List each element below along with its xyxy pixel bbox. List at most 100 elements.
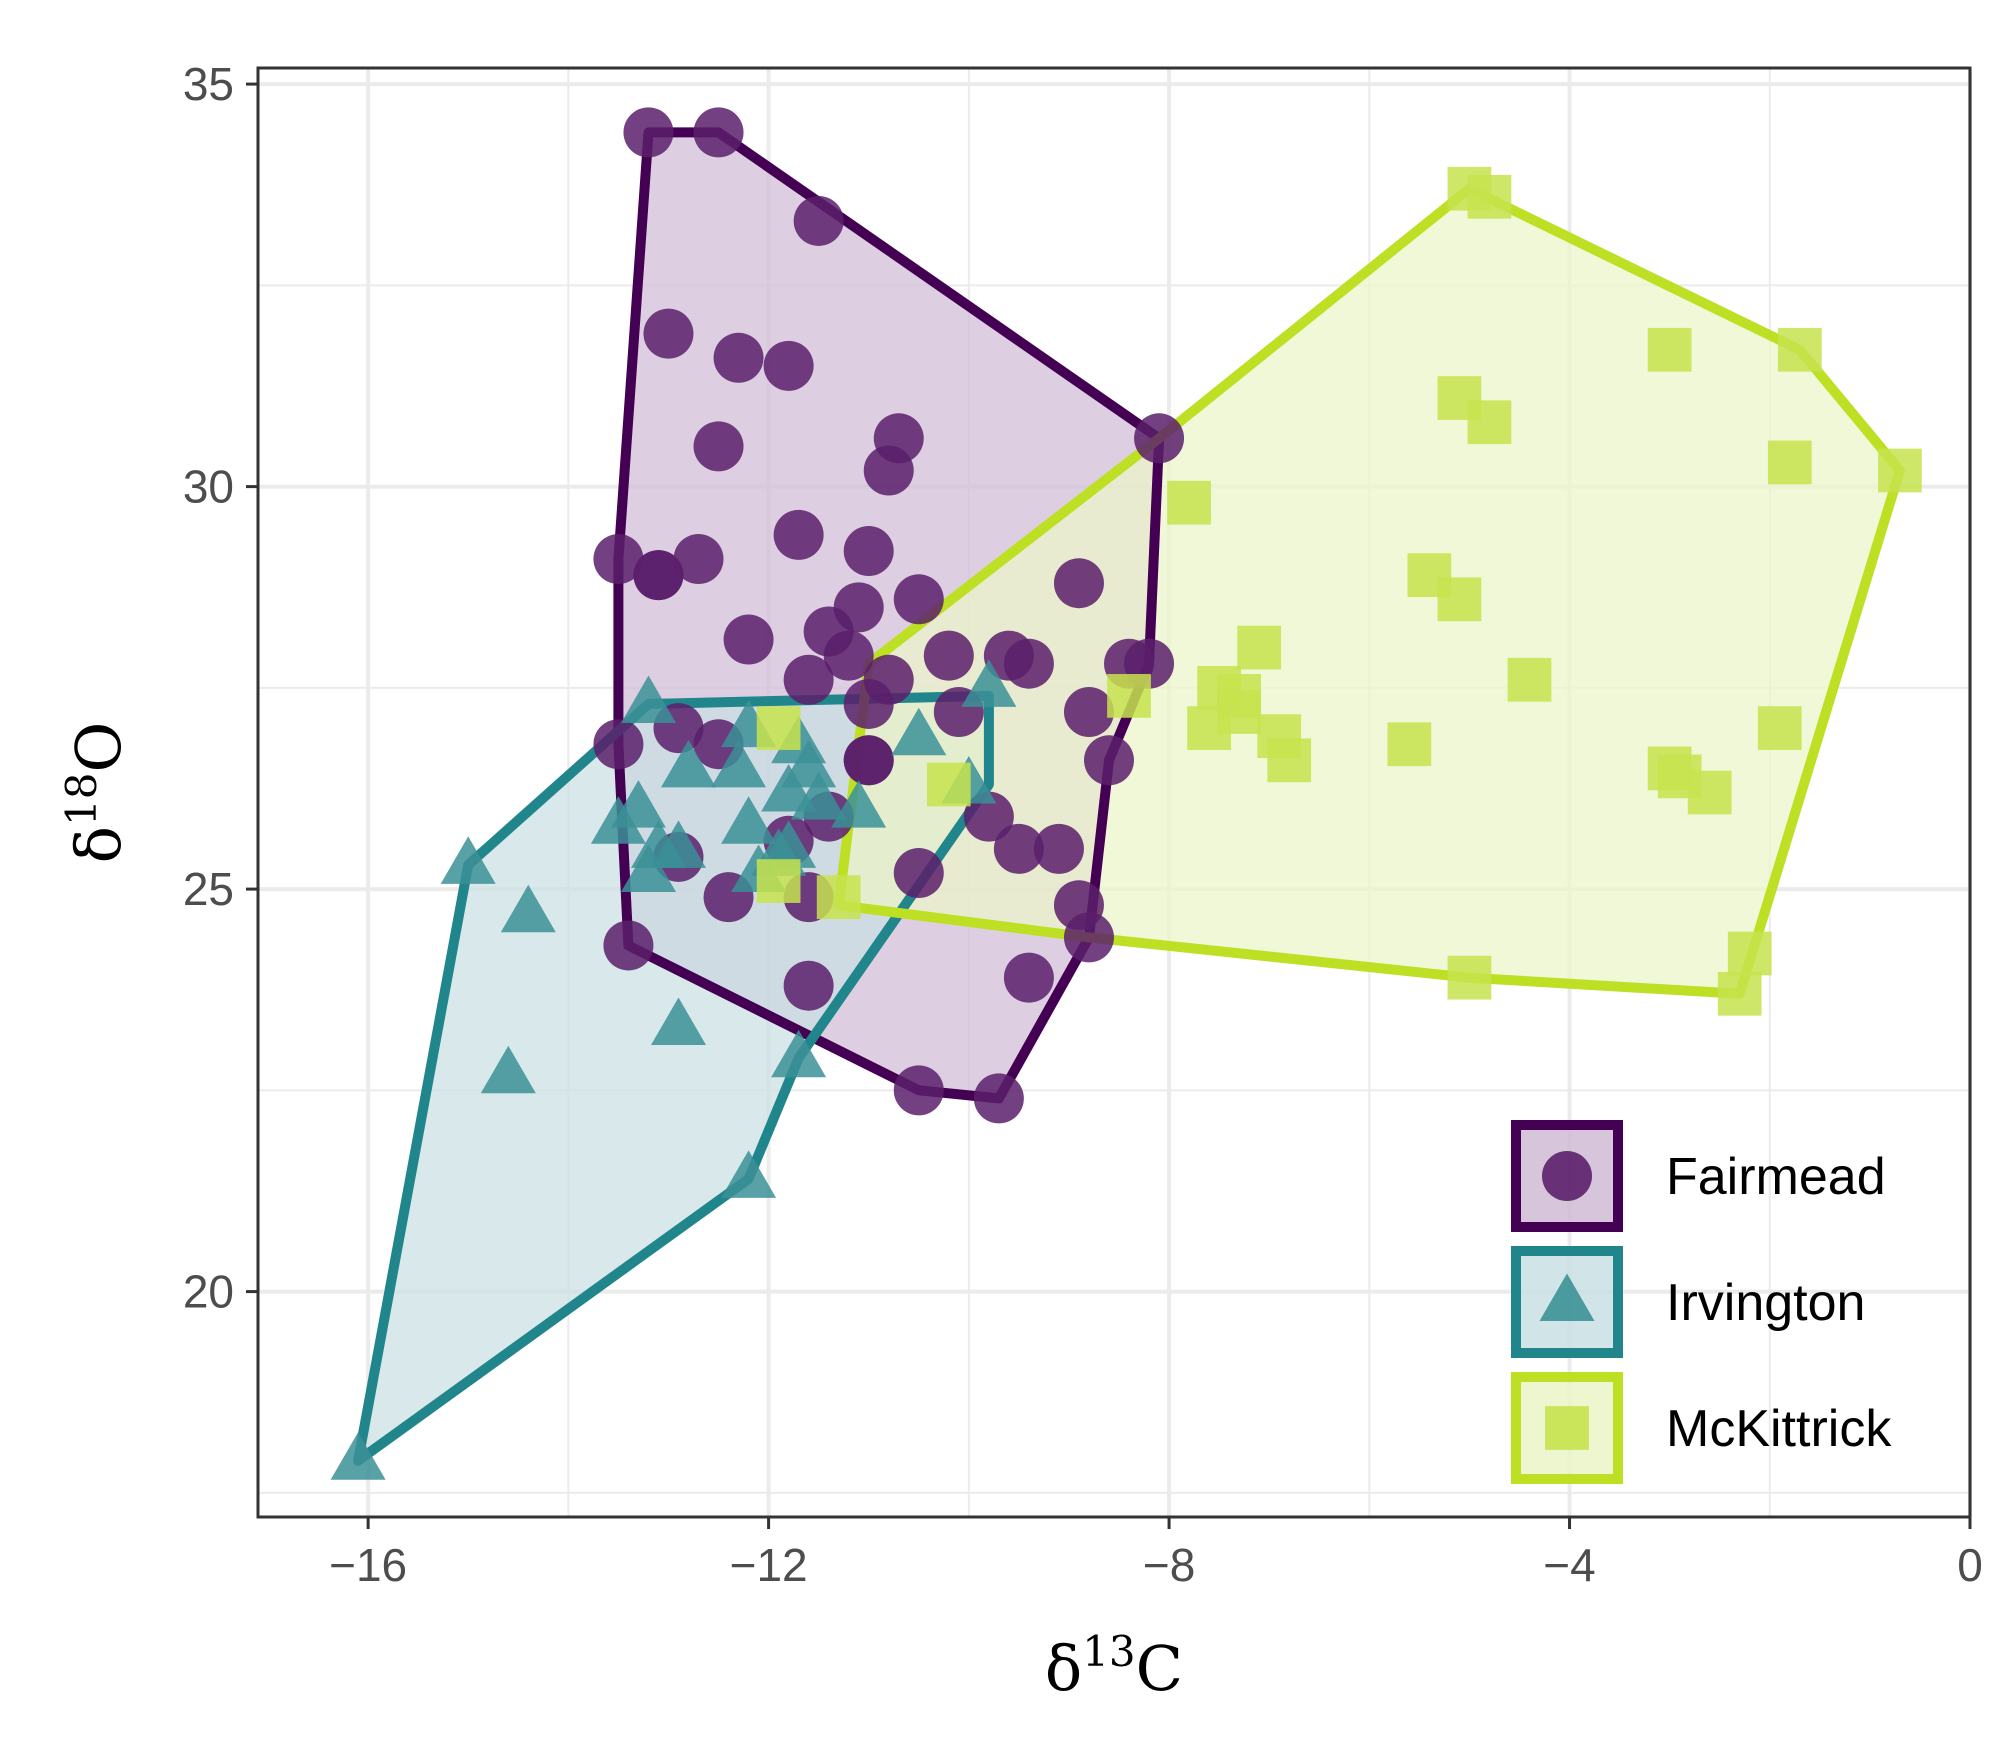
data-point-irvington [781, 739, 837, 788]
data-point-fairmead [993, 823, 1044, 874]
data-point-fairmead [893, 574, 944, 625]
y-axis-title-suffix: O [62, 722, 135, 773]
data-point-fairmead [963, 791, 1014, 842]
data-point-fairmead [693, 421, 744, 472]
y-tick-label: 25 [183, 863, 234, 915]
data-point-fairmead [783, 960, 834, 1011]
data-point-mckittrick [1647, 327, 1692, 372]
hull-outline-irvington [353, 690, 994, 1466]
legend-marker-fairmead [1542, 1151, 1592, 1201]
x-axis-ticks: −16 −12 −8 −4 0 [329, 1517, 1983, 1591]
data-point-irvington [661, 739, 716, 788]
data-point-fairmead [893, 848, 944, 898]
y-axis-title: δ18O [57, 722, 135, 864]
data-points [330, 107, 1922, 1480]
data-point-irvington [961, 659, 1017, 707]
data-point-fairmead [1003, 638, 1054, 689]
legend: Fairmead Irvington McKittrick [1511, 1120, 1892, 1484]
data-point-mckittrick [1167, 480, 1211, 525]
data-point-mckittrick [756, 859, 801, 903]
data-point-irvington [480, 1045, 536, 1094]
x-tick-label: −12 [730, 1539, 808, 1591]
data-point-fairmead [713, 332, 764, 383]
data-point-mckittrick [1878, 448, 1922, 493]
y-axis-title-superscript: 18 [57, 773, 106, 826]
y-tick-label: 20 [183, 1266, 234, 1318]
data-point-fairmead [893, 1065, 944, 1116]
x-axis-title-superscript: 13 [1082, 1627, 1135, 1676]
data-point-fairmead [783, 654, 834, 705]
legend-marker-mckittrick [1545, 1406, 1589, 1450]
data-point-irvington [500, 884, 556, 933]
data-point-irvington [721, 1150, 777, 1198]
data-point-mckittrick [1437, 577, 1482, 622]
data-point-fairmead [643, 308, 694, 359]
data-point-fairmead [923, 630, 974, 681]
data-point-mckittrick [1237, 625, 1282, 670]
data-point-mckittrick [1467, 174, 1512, 219]
x-axis-title: δ13C [1045, 1627, 1183, 1705]
legend-label: Fairmead [1666, 1148, 1886, 1206]
y-tick-label: 35 [183, 58, 234, 110]
data-point-fairmead [633, 550, 684, 601]
data-point-fairmead [773, 509, 824, 560]
data-point-fairmead [793, 195, 844, 246]
data-point-fairmead [863, 445, 914, 496]
data-point-fairmead [1033, 823, 1084, 874]
data-point-mckittrick [1107, 674, 1151, 718]
data-point-mckittrick [1687, 770, 1732, 815]
data-point-irvington [651, 997, 706, 1045]
data-point-mckittrick [1757, 706, 1802, 750]
data-point-fairmead [1063, 912, 1114, 963]
hull-outline-fairmead [613, 127, 1165, 1104]
data-point-fairmead [973, 1073, 1024, 1124]
data-point-irvington [761, 820, 817, 868]
data-point-fairmead [1083, 735, 1134, 786]
data-point-mckittrick [1447, 955, 1492, 1000]
data-point-fairmead [1053, 558, 1104, 609]
data-point-fairmead [763, 340, 814, 391]
data-point-fairmead [723, 614, 774, 665]
y-axis-title-prefix: δ [62, 826, 135, 863]
data-point-irvington [791, 772, 847, 820]
data-point-fairmead [1003, 952, 1054, 1003]
data-point-fairmead [843, 526, 894, 576]
data-point-irvington [771, 1029, 827, 1078]
data-point-mckittrick [1467, 400, 1512, 445]
y-axis-ticks: 20 25 30 35 [183, 58, 258, 1318]
data-point-fairmead [623, 107, 674, 158]
data-point-irvington [590, 796, 646, 844]
x-axis-title-suffix: C [1136, 1632, 1183, 1705]
data-point-fairmead [1063, 687, 1114, 737]
data-point-irvington [631, 820, 686, 868]
data-point-irvington [831, 780, 887, 828]
data-point-fairmead [693, 107, 744, 158]
data-point-fairmead [843, 735, 894, 786]
x-tick-label: −4 [1543, 1539, 1595, 1591]
data-point-fairmead [823, 630, 874, 681]
legend-label: McKittrick [1666, 1400, 1892, 1458]
data-point-fairmead [593, 534, 644, 585]
data-point-mckittrick [926, 762, 971, 807]
data-point-irvington [761, 764, 817, 812]
data-point-fairmead [843, 678, 894, 729]
data-point-mckittrick [1507, 657, 1552, 702]
data-point-mckittrick [1267, 738, 1312, 783]
data-point-fairmead [603, 920, 654, 971]
data-point-mckittrick [1777, 327, 1822, 372]
data-point-fairmead [1134, 413, 1185, 464]
x-tick-label: −8 [1143, 1539, 1195, 1591]
data-point-irvington [440, 836, 496, 884]
data-point-mckittrick [1187, 706, 1231, 750]
data-point-mckittrick [816, 875, 861, 920]
data-point-mckittrick [1387, 722, 1432, 767]
data-point-irvington [621, 675, 676, 723]
y-tick-label: 30 [183, 461, 234, 513]
data-point-fairmead [673, 534, 724, 585]
x-axis-title-prefix: δ [1045, 1632, 1082, 1705]
legend-marker-irvington [1539, 1273, 1595, 1321]
data-point-irvington [721, 796, 777, 844]
data-point-irvington [891, 707, 947, 756]
data-point-mckittrick [1727, 931, 1772, 976]
